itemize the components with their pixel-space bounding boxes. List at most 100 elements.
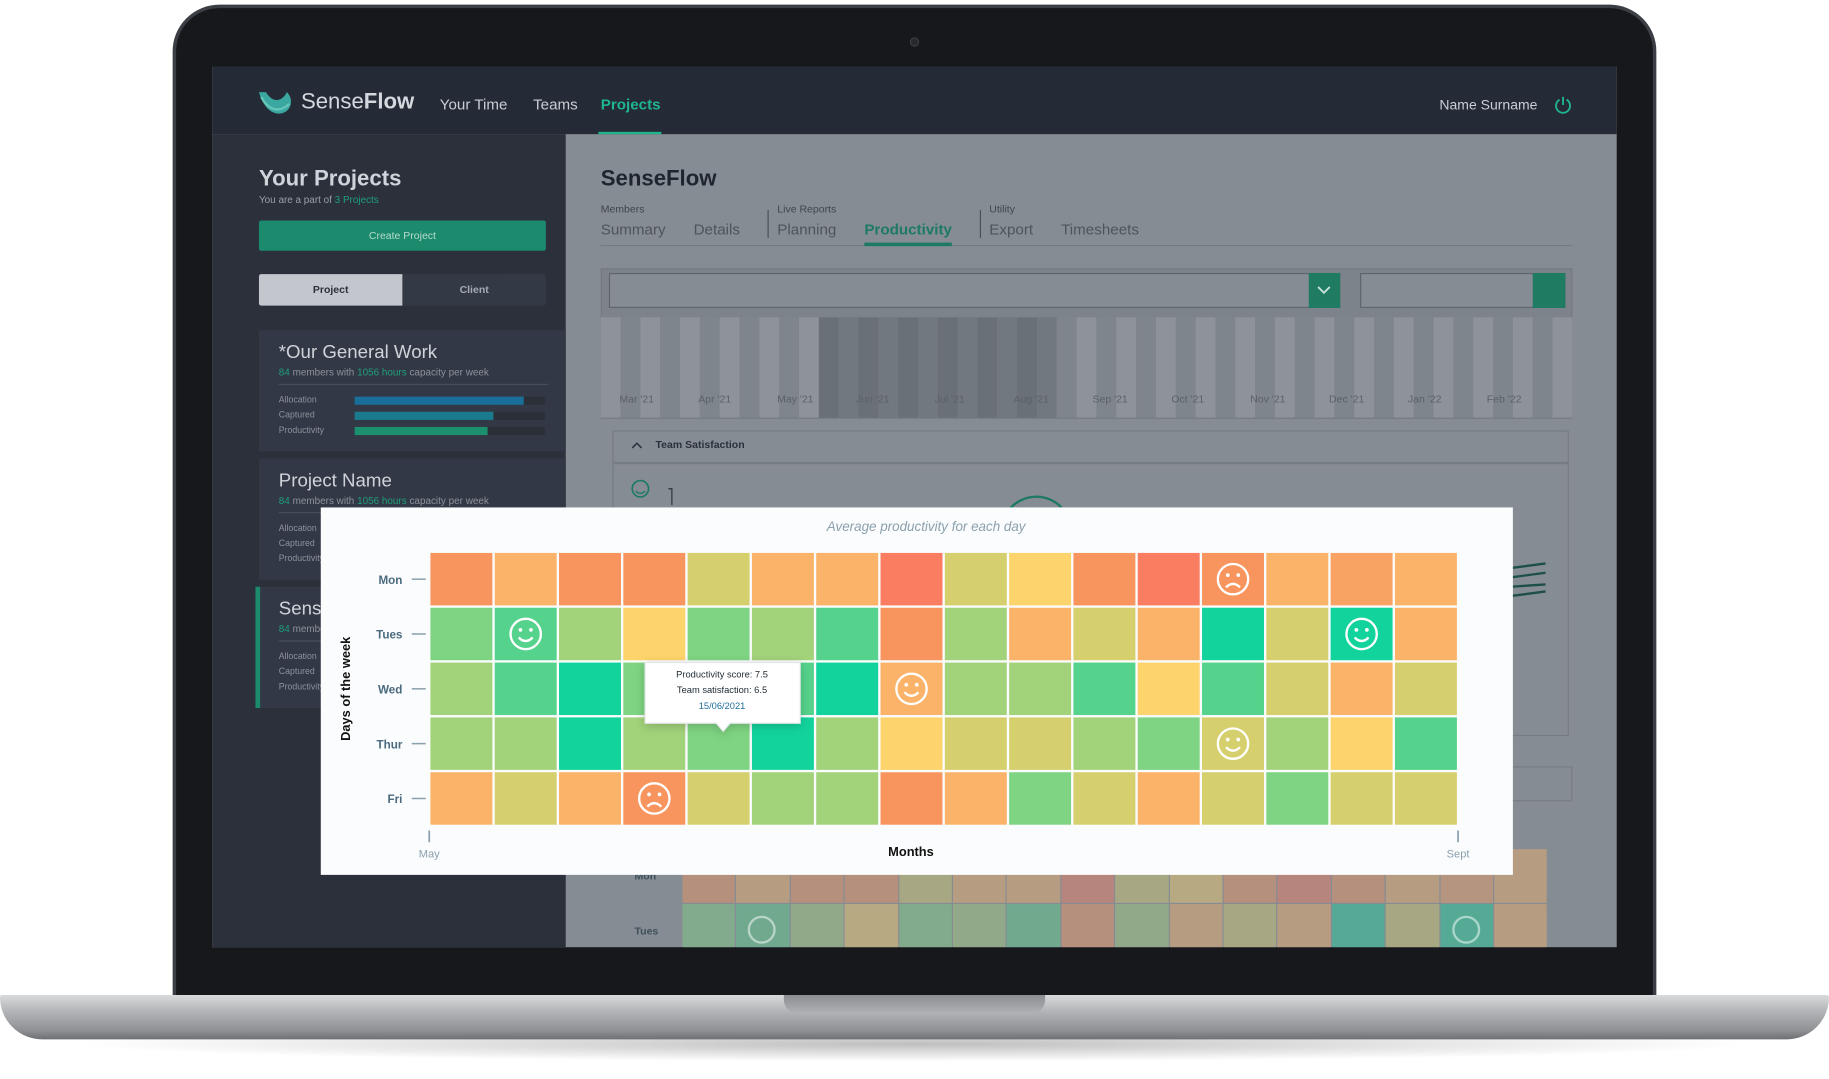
subtitle-text: You are a part of — [258, 193, 332, 206]
heatmap-cell — [1394, 772, 1457, 825]
timeline-stripe — [898, 317, 918, 418]
user-name[interactable]: Name Surname — [1439, 96, 1538, 114]
project-name: *Our General Work — [278, 342, 438, 363]
y-axis-title: Days of the week — [338, 636, 353, 741]
heatmap-cell — [816, 772, 879, 825]
search-field[interactable] — [1360, 272, 1566, 308]
heatmap-cell — [1073, 552, 1136, 606]
heatmap-cell — [751, 552, 814, 606]
heatmap-cell — [430, 662, 493, 716]
face-mouth — [1225, 582, 1241, 589]
face-icon — [637, 782, 671, 815]
tab[interactable]: Productivity — [864, 220, 952, 238]
capacity-bar — [354, 396, 524, 405]
timeline-month: Jan '22 — [1407, 393, 1442, 405]
sidebar-subtitle: You are a part of 3 Projects — [259, 195, 379, 205]
timeline-stripe — [1552, 317, 1573, 418]
tab[interactable]: Details — [693, 220, 740, 238]
timeline-stripe — [600, 317, 621, 418]
face-eye — [914, 682, 919, 687]
timeline-stripe — [719, 317, 740, 418]
timeline-stripe — [1314, 317, 1335, 418]
heatmap-cell — [559, 552, 621, 606]
timeline-stripe — [1175, 317, 1196, 418]
background-day-label: Mon — [634, 870, 657, 882]
background-cell — [1277, 904, 1331, 948]
timeline-month: Feb '22 — [1486, 393, 1522, 405]
dropdown-button[interactable] — [1308, 272, 1341, 308]
heatmap-cell — [1202, 662, 1264, 716]
toggle-project[interactable]: Project — [258, 274, 403, 306]
tab[interactable]: Planning — [777, 220, 837, 238]
heatmap-cell — [623, 772, 686, 825]
heatmap-cell — [1394, 662, 1457, 716]
laptop-notch — [783, 995, 1046, 1014]
heatmap-cell — [1009, 772, 1072, 825]
heatmap-cell — [687, 607, 750, 661]
bar-label: Productivity — [278, 681, 324, 692]
search-button[interactable] — [1532, 272, 1566, 308]
heatmap-cell — [1202, 772, 1264, 825]
capacity-part: 84 — [278, 494, 290, 507]
timeline-stripe — [957, 317, 978, 418]
tab[interactable]: Summary — [600, 220, 666, 238]
toggle-client[interactable]: Client — [402, 274, 546, 306]
heatmap-cell — [559, 662, 621, 716]
heatmap-cell — [944, 552, 1007, 606]
heatmap-cell — [1266, 607, 1329, 661]
timeline-month: Jun '21 — [855, 393, 890, 405]
heatmap-cell — [751, 607, 814, 661]
heatmap-cell — [816, 662, 879, 716]
timeline-month: Dec '21 — [1329, 393, 1365, 405]
nav-active-underline — [598, 131, 662, 135]
heatmap-cell — [430, 717, 493, 770]
timeline-stripe — [838, 317, 859, 418]
nav-link[interactable]: Teams — [533, 95, 578, 114]
tab[interactable]: Export — [989, 220, 1034, 238]
background-cell — [1115, 904, 1169, 948]
background-cell — [1331, 904, 1385, 948]
heatmap-cell — [1137, 607, 1200, 661]
face-icon — [509, 617, 543, 651]
nav-link[interactable]: Projects — [600, 95, 661, 114]
timeline-stripe — [699, 317, 720, 418]
collapse-icon[interactable] — [630, 440, 644, 452]
subtitle-link[interactable]: 3 Projects — [334, 193, 379, 206]
tooltip-date: 15/06/2021 — [699, 701, 746, 711]
capacity-part: 1056 hours — [357, 494, 407, 507]
heatmap-cell — [494, 552, 557, 606]
nav-link[interactable]: Your Time — [439, 95, 508, 114]
create-project-button[interactable]: Create Project — [258, 220, 546, 251]
timeline-stripe — [1294, 317, 1315, 418]
day-label: Wed — [378, 683, 402, 696]
logo-bold: Flow — [363, 89, 415, 115]
dropdown[interactable] — [608, 272, 1341, 308]
face-eye — [1225, 737, 1230, 742]
capacity-part: 84 — [278, 366, 290, 378]
face-eye — [1354, 628, 1359, 632]
timeline-stripe — [1453, 317, 1474, 418]
tab-group-label: Utility — [989, 202, 1015, 215]
heatmap-cell — [1266, 552, 1329, 606]
face-icon — [1216, 562, 1250, 596]
timeline-month: Nov '21 — [1250, 393, 1286, 405]
face-eye — [904, 682, 909, 687]
capacity-part: 84 — [278, 622, 290, 635]
heatmap-card: Average productivity for each day Mon Tues… — [320, 507, 1513, 875]
timeline-stripe — [1056, 317, 1077, 418]
heatmap-cell — [816, 552, 879, 606]
bar-label: Productivity — [278, 552, 324, 564]
face-mouth — [1225, 746, 1241, 752]
heatmap-cell — [1137, 717, 1200, 770]
heatmap-cell — [944, 607, 1007, 661]
chevron-icon — [1317, 286, 1331, 295]
heatmap-cell — [623, 552, 686, 606]
background-cell — [790, 904, 844, 948]
tab-active-underline — [864, 242, 952, 247]
capacity-part: capacity per week — [409, 494, 489, 507]
face-eye — [657, 792, 662, 797]
tab[interactable]: Timesheets — [1061, 220, 1139, 238]
timeline-stripe — [680, 317, 700, 418]
power-icon[interactable] — [1554, 96, 1573, 115]
tab-separator — [767, 209, 770, 238]
